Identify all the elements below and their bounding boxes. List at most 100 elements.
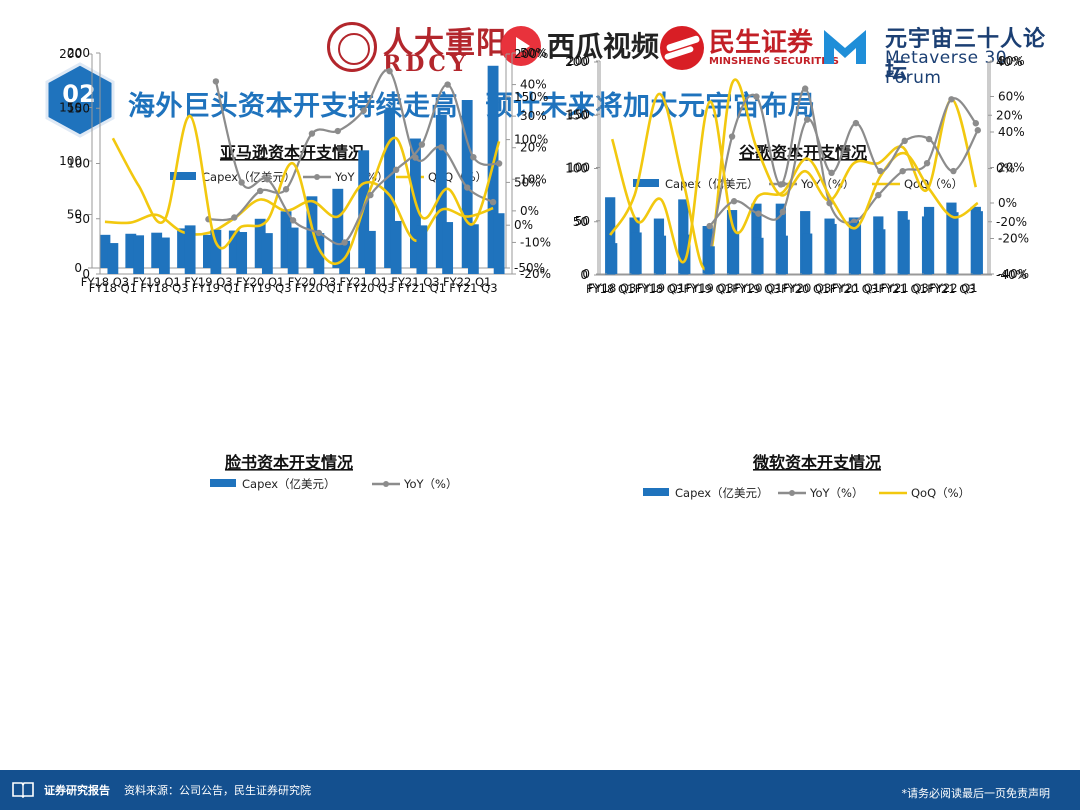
yoy-point: [755, 210, 762, 217]
right-tick-label: -50%: [514, 261, 545, 275]
left-tick-label: 100: [67, 157, 90, 171]
minsheng-logo-en: MINSHENG SECURITIES: [709, 56, 839, 67]
yoy-point: [974, 127, 982, 134]
right-tick-label: 50%: [514, 175, 541, 189]
left-tick-label: 200: [565, 55, 588, 69]
x-tick-label: FY20 Q3: [783, 281, 831, 295]
capex-bar: [280, 211, 292, 268]
capex-bar: [467, 224, 479, 274]
x-tick-label: FY20 Q3: [288, 275, 336, 289]
legend-label: YoY（%）: [800, 177, 855, 191]
x-tick-label: FY21 Q1: [398, 281, 446, 295]
left-tick-label: 0: [82, 267, 90, 281]
right-tick-label: 50%: [520, 46, 547, 60]
x-tick-label: FY20 Q1: [295, 281, 343, 295]
legend-swatch-capex: [633, 179, 659, 187]
x-tick-label: FY19 Q3: [243, 281, 291, 295]
capex-bar: [655, 235, 667, 274]
footer-report-label: 证券研究报告: [44, 784, 110, 797]
capex-bar: [151, 232, 163, 268]
chart-svg: 微软资本开支情况 Capex（亿美元） YoY（%） QoQ（%） 0 50 100 150 2…: [567, 54, 1029, 500]
yoy-point: [877, 167, 884, 175]
yoy-point: [360, 107, 367, 114]
microsoft-capex-chart: 微软资本开支情况 Capex（亿美元） YoY（%） QoQ（%） 0 50 100 150 2…: [540, 54, 1080, 748]
x-tick-label: FY18 Q1: [586, 282, 634, 296]
capex-bar: [332, 188, 344, 268]
legend-swatch-capex: [643, 488, 669, 496]
x-tick-label: FY18 Q1: [89, 281, 137, 295]
capex-bar: [605, 197, 616, 275]
left-tick-label: 200: [67, 46, 90, 60]
capex-bar: [442, 222, 454, 274]
capex-bar: [313, 233, 325, 274]
capex-bar: [461, 100, 473, 268]
capex-bar: [236, 232, 248, 274]
legend-label: Capex（亿美元）: [202, 170, 296, 184]
capex-bar: [390, 220, 402, 274]
yoy-point: [753, 93, 760, 100]
yoy-point: [948, 96, 955, 103]
yoy-point: [418, 141, 426, 148]
x-tick-label: FY21 Q3: [927, 282, 975, 296]
capex-bar: [826, 223, 837, 274]
capex-bar: [306, 196, 318, 268]
capex-bar: [158, 237, 170, 274]
yoy-point: [801, 85, 809, 92]
yoy-point: [256, 187, 264, 195]
legend-label: QoQ（%）: [904, 177, 963, 191]
legend-marker-yoy: [383, 481, 389, 487]
x-tick-label: FY22 Q1: [443, 275, 491, 289]
legend-label: YoY（%）: [403, 477, 458, 491]
x-tick-label: FY22 Q1: [929, 281, 977, 295]
yoy-point: [392, 166, 400, 174]
yoy-point: [463, 184, 471, 191]
yoy-point: [470, 153, 477, 161]
capex-bar: [972, 211, 983, 274]
x-tick-label: FY19 Q3: [732, 282, 780, 296]
capex-bar: [753, 237, 764, 274]
capex-bar: [254, 218, 266, 268]
yoy-point: [730, 198, 738, 205]
left-tick-label: 100: [567, 161, 590, 175]
xigua-play-icon: [501, 26, 541, 66]
capex-bar: [184, 225, 196, 274]
capex-bar: [802, 233, 813, 274]
x-tick-label: FY18 Q3: [635, 282, 683, 296]
right-tick-label: 20%: [520, 141, 547, 155]
x-tick-label: FY21 Q3: [391, 275, 439, 289]
capex-bar: [680, 234, 691, 274]
capex-bar: [177, 228, 188, 268]
capex-bar: [850, 222, 862, 274]
minsheng-logo-cn: 民生证券: [709, 28, 814, 58]
chart-title: 亚马逊资本开支情况: [220, 143, 364, 162]
yoy-point: [852, 119, 860, 127]
header-logos: 人大重阳 RDCY 西瓜视频 民生证券 MINSHENG SECURITIES …: [325, 18, 1065, 88]
capex-bar: [416, 225, 428, 274]
minsheng-logo-icon: [660, 26, 704, 70]
right-tick-label: 80%: [998, 54, 1025, 68]
yoy-point: [706, 222, 713, 230]
yoy-point: [925, 135, 933, 143]
yoy-point: [264, 176, 271, 183]
rdcy-logo-cn: 人大重阳: [383, 26, 507, 61]
yoy-point: [231, 214, 238, 221]
right-tick-label: -40%: [998, 267, 1029, 281]
right-tick-label: -20%: [998, 232, 1029, 246]
right-tick-label: -20%: [520, 267, 551, 281]
left-tick-label: 150: [565, 108, 588, 122]
yoy-point: [212, 78, 220, 85]
x-tick-label: FY19 Q3: [686, 281, 734, 295]
right-tick-label: -40%: [996, 268, 1027, 282]
capex-bar: [99, 234, 111, 268]
yoy-point: [923, 159, 931, 167]
left-tick-label: 0: [74, 261, 82, 275]
right-tick-label: 200%: [514, 47, 548, 61]
x-tick-label: FY21 Q1: [340, 275, 388, 289]
yoy-point: [315, 229, 323, 237]
qoq-line: [610, 100, 979, 264]
x-tick-label: FY21 Q3: [449, 281, 497, 295]
footer-source: 资料来源：公司公告，民生证券研究院: [124, 784, 311, 797]
capex-bar: [261, 233, 273, 274]
forum-logo-en: Metaverse 30 Forum: [885, 48, 1008, 88]
left-tick-label: 0: [582, 267, 590, 281]
